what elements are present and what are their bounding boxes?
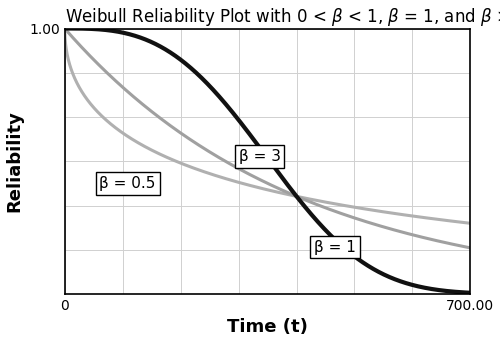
Text: Weibull Reliability Plot with 0 < $\beta$ < 1, $\beta$ = 1, and $\beta$ > 1: Weibull Reliability Plot with 0 < $\beta… bbox=[64, 5, 500, 28]
Text: β = 0.5: β = 0.5 bbox=[100, 176, 156, 191]
Text: β = 3: β = 3 bbox=[238, 149, 281, 164]
X-axis label: Time (t): Time (t) bbox=[227, 318, 308, 337]
Y-axis label: Reliability: Reliability bbox=[6, 110, 24, 212]
Text: β = 1: β = 1 bbox=[314, 239, 356, 254]
